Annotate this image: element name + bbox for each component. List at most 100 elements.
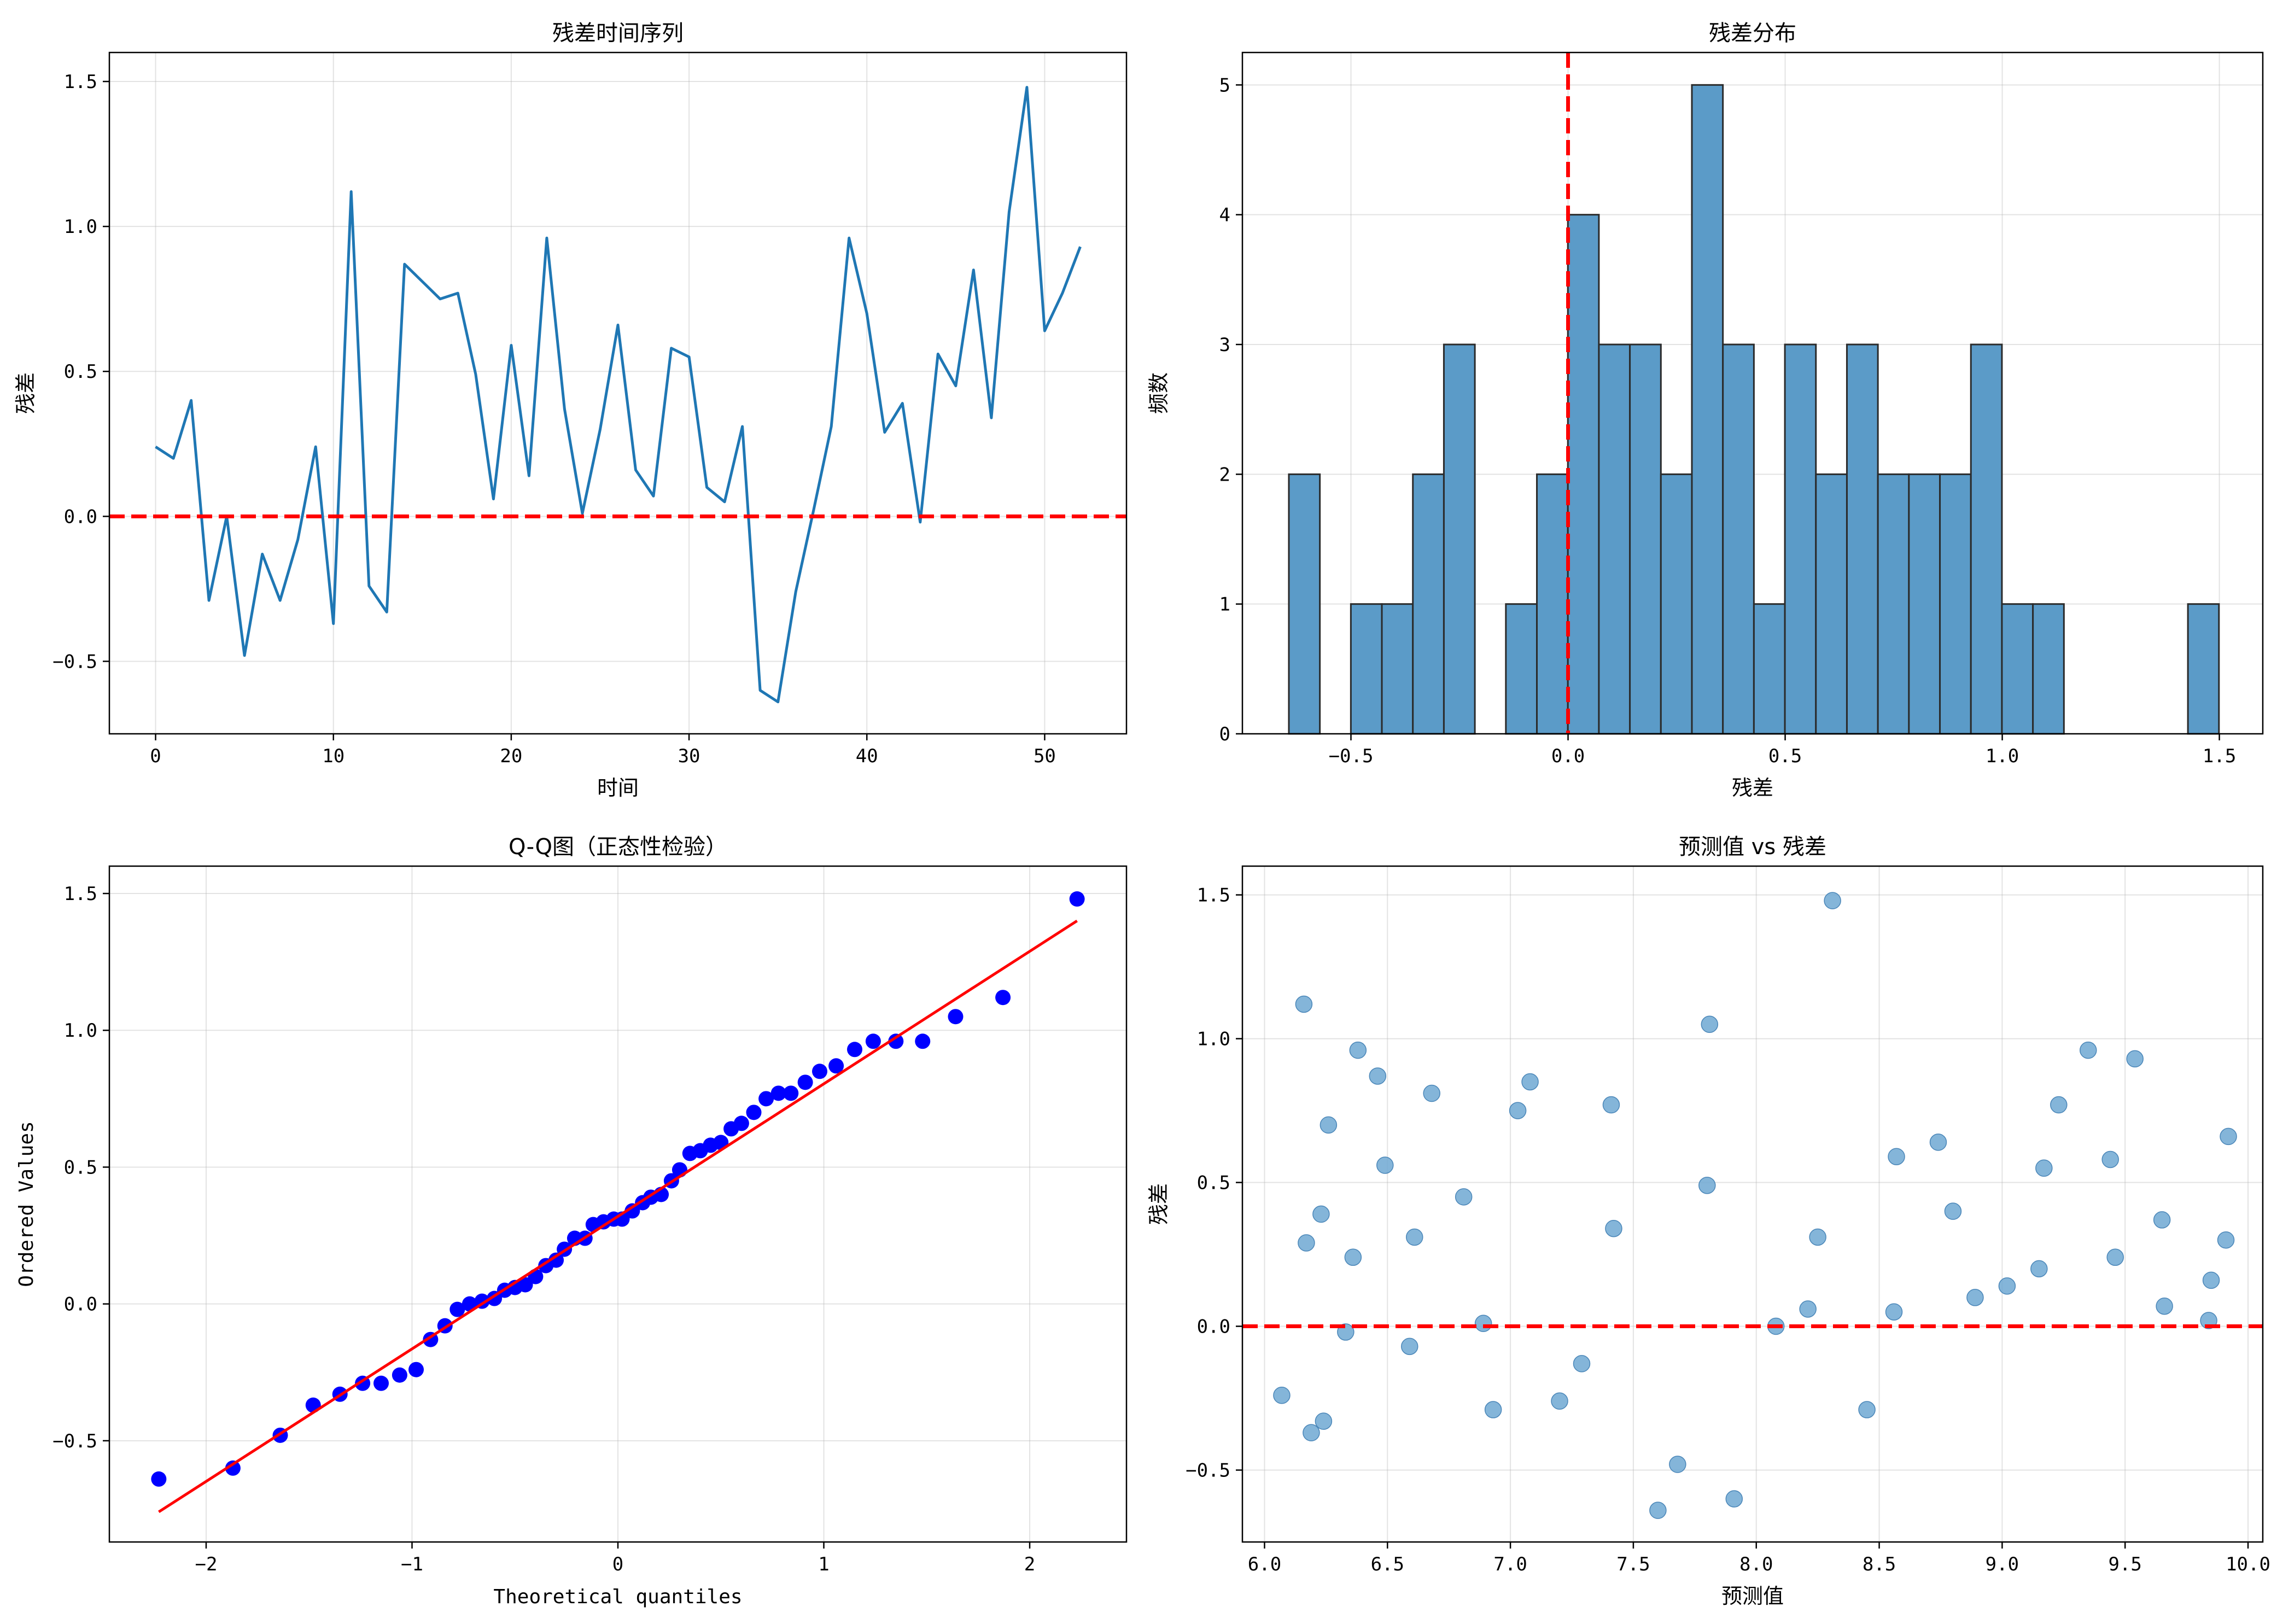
- residual-time-series-ylabel: 残差: [14, 372, 38, 414]
- predicted-vs-residual-x-tick-label: 10.0: [2226, 1553, 2270, 1575]
- residual-series-line: [155, 86, 1082, 704]
- histogram-bar: [1722, 343, 1755, 735]
- histogram-bar: [1629, 343, 1662, 735]
- qq-plot-title: Q-Q图（正态性检验）: [509, 834, 727, 860]
- predicted-vs-residual-y-tick-label: 0.0: [1197, 1316, 1230, 1338]
- qq-point: [733, 1115, 749, 1131]
- qq-plot-y-tick-label: 0.0: [64, 1294, 97, 1316]
- predicted-vs-residual-x-tick-label: 6.5: [1371, 1553, 1404, 1575]
- prediction-residual-point: [1966, 1289, 1984, 1306]
- residual-histogram-xlabel: 残差: [1732, 776, 1773, 800]
- qq-plot-x-tick-label: −2: [195, 1553, 217, 1575]
- prediction-residual-point: [1320, 1116, 1338, 1134]
- qq-point: [548, 1252, 564, 1268]
- residual-histogram-x-tick-label: 1.0: [1986, 745, 2019, 767]
- qq-point: [746, 1105, 762, 1120]
- histogram-bar: [2032, 603, 2065, 735]
- qq-plot-xlabel: Theoretical quantiles: [493, 1586, 742, 1608]
- histogram-bar: [1350, 603, 1383, 735]
- prediction-residual-point: [1551, 1392, 1568, 1410]
- predicted-vs-residual-y-tick-label: −0.5: [1186, 1460, 1230, 1482]
- qq-point: [373, 1375, 389, 1391]
- prediction-residual-point: [1799, 1300, 1817, 1318]
- histogram-bar: [1505, 603, 1538, 735]
- residual-histogram-y-tick-label: 0: [1219, 723, 1230, 745]
- residual-time-series-panel: 0 10 20 30 40 50 −0.5 0.0 0.5 1.0 1.5 残差时间序列 时间 残差: [14, 21, 1128, 800]
- residual-histogram-y-tick-label: 5: [1219, 74, 1230, 96]
- qq-point: [995, 990, 1011, 1006]
- residual-histogram-x-tick-label: 0.0: [1551, 745, 1585, 767]
- prediction-residual-point: [1303, 1424, 1320, 1441]
- prediction-residual-point: [2220, 1128, 2237, 1146]
- qq-point: [797, 1074, 813, 1090]
- prediction-residual-point: [1824, 892, 1841, 909]
- residual-time-series-x-tick-label: 50: [1034, 745, 1056, 767]
- prediction-residual-point: [1602, 1096, 1620, 1114]
- prediction-residual-point: [1315, 1412, 1333, 1430]
- predicted-vs-residual-x-tick-label: 9.0: [1986, 1553, 2019, 1575]
- qq-point: [888, 1033, 904, 1049]
- prediction-residual-point: [1312, 1205, 1330, 1223]
- histogram-bar: [1288, 473, 1321, 735]
- prediction-residual-point: [1474, 1315, 1492, 1333]
- prediction-residual-point: [1344, 1248, 1362, 1266]
- histogram-bar: [1753, 603, 1786, 735]
- residual-histogram-x-tick-label: 1.5: [2203, 745, 2236, 767]
- histogram-bar: [1443, 343, 1476, 735]
- prediction-residual-point: [1944, 1202, 1962, 1220]
- qq-point: [783, 1085, 799, 1101]
- qq-plot-y-tick-label: −0.5: [52, 1430, 97, 1452]
- predicted-vs-residual-y-tick-label: 1.0: [1197, 1029, 1230, 1050]
- residual-time-series-x-tick-label: 10: [322, 745, 345, 767]
- residual-time-series-y-tick-label: 1.0: [64, 216, 97, 238]
- histogram-bar: [2187, 603, 2220, 735]
- residual-time-series-y-tick-label: 0.0: [64, 506, 97, 528]
- predicted-vs-residual-y-tick-label: 1.5: [1197, 885, 1230, 907]
- qq-point: [151, 1471, 167, 1487]
- qq-plot-x-tick-label: 1: [818, 1553, 829, 1575]
- histogram-bar: [1815, 473, 1848, 735]
- residual-time-series-x-tick-label: 30: [678, 745, 700, 767]
- predicted-vs-residual-xlabel: 预测值: [1721, 1584, 1784, 1608]
- prediction-residual-point: [2030, 1260, 2048, 1278]
- histogram-bar: [1567, 214, 1600, 735]
- histogram-bar: [1784, 343, 1817, 735]
- histogram-bar: [1877, 473, 1910, 735]
- histogram-bar: [2001, 603, 2034, 735]
- residual-histogram-frame: [1241, 51, 2264, 735]
- predicted-vs-residual-y-tick-label: 0.5: [1197, 1172, 1230, 1194]
- qq-point: [811, 1064, 827, 1079]
- residual-time-series-y-tick-label: 1.5: [64, 71, 97, 93]
- histogram-bar: [1908, 473, 1941, 735]
- predicted-vs-residual-x-tick-label: 6.0: [1248, 1553, 1281, 1575]
- residual-time-series-xlabel: 时间: [597, 776, 639, 800]
- prediction-residual-point: [1401, 1337, 1418, 1356]
- qq-plot-ylabel: Ordered Values: [15, 1121, 38, 1287]
- prediction-residual-point: [1369, 1067, 1387, 1085]
- qq-point: [865, 1033, 881, 1049]
- prediction-residual-point: [1405, 1228, 1423, 1246]
- qq-plot-y-tick-label: 1.0: [64, 1020, 97, 1042]
- prediction-residual-point: [1929, 1134, 1947, 1151]
- prediction-residual-point: [2153, 1211, 2171, 1229]
- prediction-residual-point: [1573, 1355, 1591, 1372]
- prediction-residual-point: [2050, 1096, 2068, 1114]
- qq-fit-line: [158, 919, 1078, 1514]
- prediction-residual-point: [1888, 1148, 1905, 1165]
- prediction-residual-point: [2035, 1159, 2053, 1177]
- histogram-bar: [1691, 84, 1724, 735]
- qq-point: [948, 1009, 964, 1025]
- residual-time-series-y-tick-label: 0.5: [64, 361, 97, 383]
- residual-time-series-y-tick-label: −0.5: [52, 651, 97, 673]
- prediction-residual-point: [1698, 1177, 1716, 1194]
- qq-point: [624, 1203, 640, 1219]
- histogram-bar: [1939, 473, 1972, 735]
- histogram-bar: [1970, 343, 2003, 735]
- prediction-residual-point: [1858, 1401, 1876, 1418]
- qq-point: [770, 1085, 786, 1101]
- predicted-vs-residual-panel: 6.0 6.5 7.0 7.5 8.0 8.5 9.0 9.5 10.0 −0.5 0.0 0.5 1.…: [1147, 834, 2270, 1608]
- qq-plot-panel: −2 −1 0 1 2 −0.5 0.0 0.5 1.0 1.5 Q-Q图（正态性检验） Theo…: [15, 834, 1128, 1608]
- predicted-vs-residual-x-tick-label: 7.0: [1493, 1553, 1527, 1575]
- prediction-residual-point: [1649, 1502, 1667, 1519]
